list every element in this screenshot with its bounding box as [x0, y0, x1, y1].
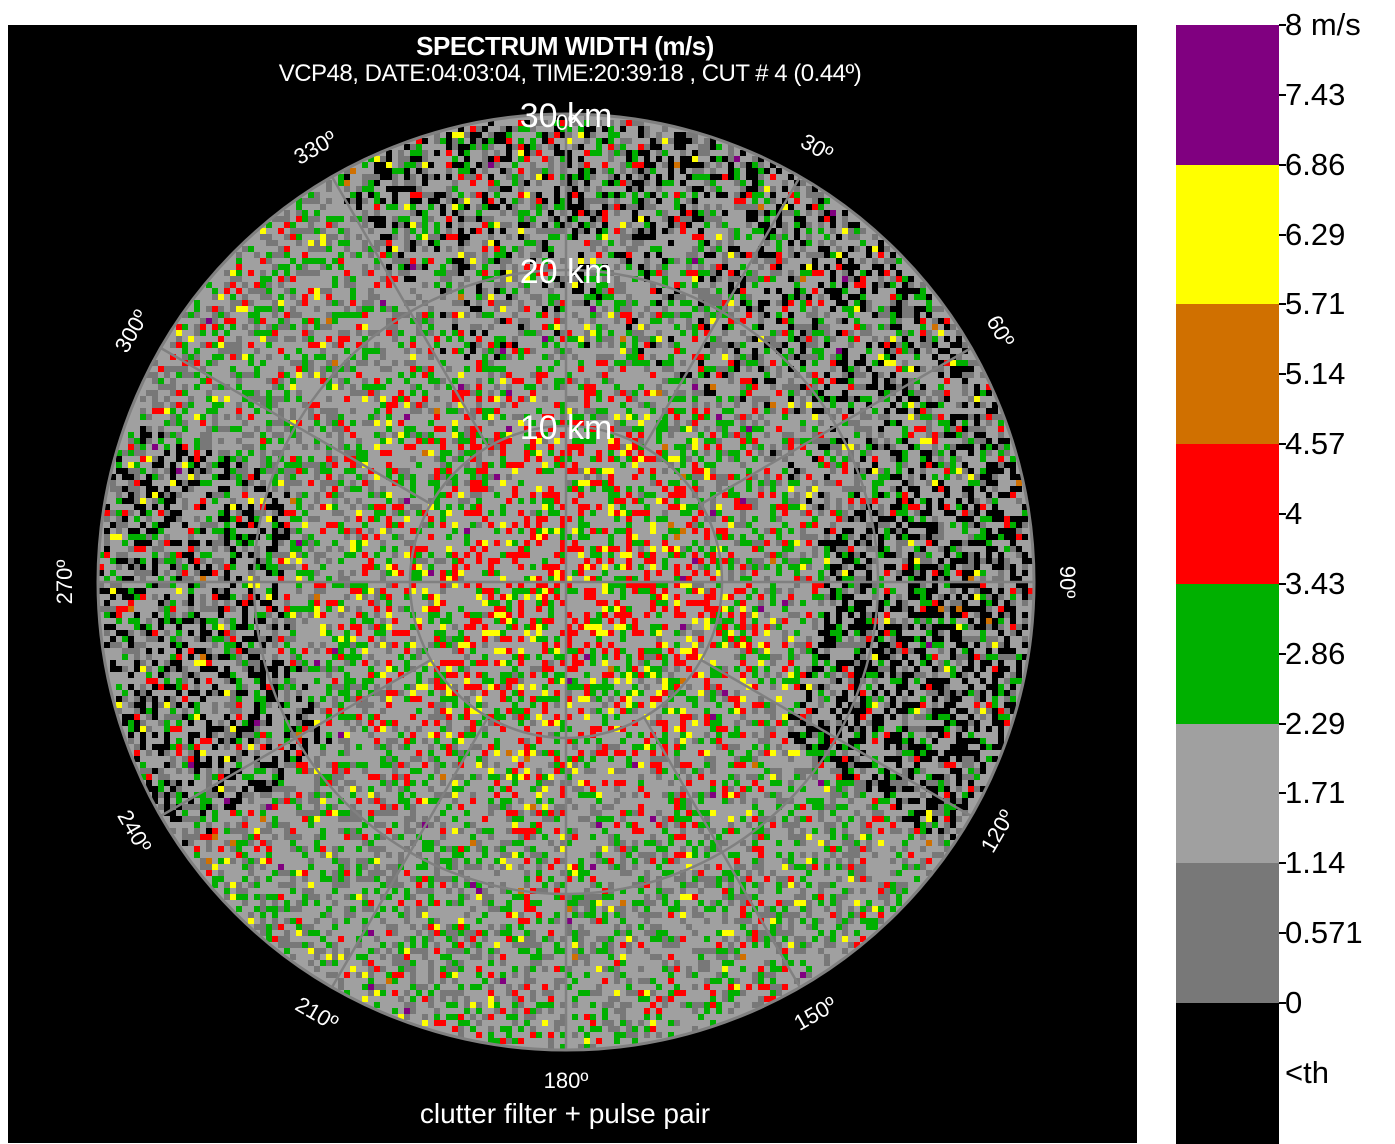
colorbar-tick-11: [1279, 792, 1286, 795]
colorbar-label-10: 2.29: [1285, 705, 1346, 741]
colorbar-label-5: 5.14: [1285, 356, 1346, 392]
azimuth-label-330: 330º: [290, 126, 341, 170]
colorbar-band-2: [1176, 304, 1279, 446]
colorbar-label-12: 1.14: [1285, 845, 1346, 881]
colorbar-label-9: 2.86: [1285, 635, 1346, 671]
echo-cells-6: [98, 114, 1034, 846]
colorbar-label-3: 6.29: [1285, 216, 1346, 252]
colorbar-label-15: <th: [1285, 1054, 1329, 1090]
range-label-20km: 20 km: [520, 253, 613, 291]
azimuth-label-120: 120º: [976, 806, 1020, 857]
chart-footer: clutter filter + pulse pair: [419, 1098, 711, 1129]
azimuth-label-180: 180º: [544, 1068, 589, 1093]
colorbar-label-14: 0: [1285, 984, 1303, 1020]
colorbar-band-3: [1176, 444, 1279, 585]
chart-subtitle: VCP48, DATE:04:03:04, TIME:20:39:18 , CU…: [278, 60, 862, 87]
colorbar-tick-7: [1279, 512, 1286, 515]
colorbar-tick-13: [1279, 932, 1286, 935]
azimuth-label-90: 90º: [1055, 566, 1080, 599]
echo-cells-3: [110, 132, 998, 1044]
colorbar-tick-10: [1279, 722, 1286, 725]
colorbar-band-6: [1176, 863, 1279, 1004]
colorbar-tick-1: [1279, 93, 1286, 96]
azimuth-spoke-210: [330, 716, 490, 988]
azimuth-spoke-60: [700, 346, 972, 506]
azimuth-label-150: 150º: [790, 992, 841, 1036]
azimuth-label-30: 30º: [797, 129, 838, 167]
colorbar-tick-2: [1279, 163, 1286, 166]
azimuth-label-0: 0º: [556, 110, 576, 135]
colorbar-tick-9: [1279, 652, 1286, 655]
azimuth-label-270: 270º: [52, 560, 77, 605]
range-label-10km: 10 km: [520, 409, 613, 447]
azimuth-label-210: 210º: [291, 992, 342, 1036]
colorbar-label-7: 4: [1285, 495, 1303, 531]
azimuth-spoke-120: [700, 658, 972, 818]
colorbar-label-2: 6.86: [1285, 146, 1346, 182]
colorbar-tick-6: [1279, 443, 1286, 446]
colorbar-label-11: 1.71: [1285, 775, 1346, 811]
colorbar-tick-4: [1279, 303, 1286, 306]
colorbar-label-6: 4.57: [1285, 426, 1346, 462]
colorbar-band-7: [1176, 1002, 1279, 1144]
colorbar-tick-5: [1279, 373, 1286, 376]
colorbar-tick-0: [1279, 24, 1286, 26]
colorbar-band-1: [1176, 164, 1279, 306]
colorbar-band-4: [1176, 583, 1279, 725]
colorbar-label-13: 0.571: [1285, 915, 1363, 951]
azimuth-label-240: 240º: [112, 806, 156, 857]
azimuth-label-60: 60º: [982, 311, 1020, 352]
colorbar-tick-12: [1279, 862, 1286, 865]
azimuth-label-300: 300º: [110, 306, 154, 357]
colorbar-label-0: 8 m/s: [1285, 7, 1361, 42]
range-azimuth-grid: [96, 112, 1036, 1052]
range-label-30km: 30 km: [520, 97, 613, 135]
azimuth-spoke-150: [642, 716, 802, 988]
azimuth-spoke-240: [160, 658, 432, 818]
chart-title: SPECTRUM WIDTH (m/s): [416, 31, 714, 61]
radar-plot-panel: 10 km 20 km 30 km 0º 30º 60º 90º 120º 150º 180º 21…: [8, 25, 1137, 1143]
colorbar: [1176, 25, 1279, 1144]
azimuth-spoke-30: [642, 176, 802, 448]
colorbar-label-1: 7.43: [1285, 76, 1346, 112]
azimuth-spoke-300: [160, 346, 432, 506]
colorbar-band-0: [1176, 25, 1279, 166]
colorbar-label-8: 3.43: [1285, 565, 1346, 601]
colorbar-tick-3: [1279, 233, 1286, 236]
colorbar-band-5: [1176, 723, 1279, 865]
azimuth-spoke-330: [330, 176, 490, 448]
colorbar-label-4: 5.71: [1285, 286, 1346, 322]
colorbar-tick-14: [1279, 1001, 1286, 1004]
colorbar-tick-8: [1279, 582, 1286, 585]
